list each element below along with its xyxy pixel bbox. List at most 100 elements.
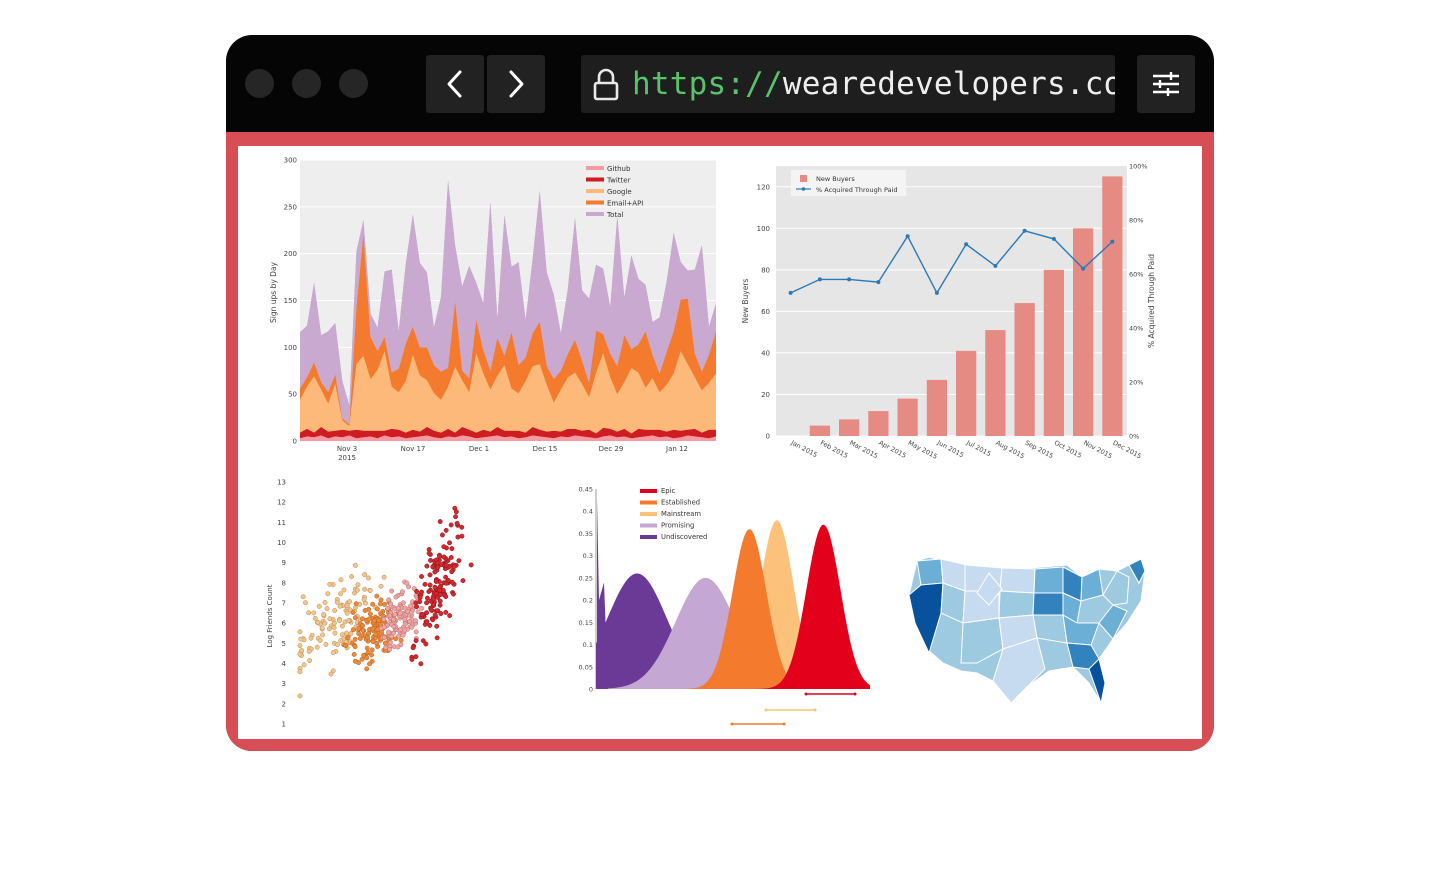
bar <box>1043 269 1064 436</box>
bar <box>1073 228 1094 436</box>
sliders-icon <box>1153 72 1179 96</box>
bar <box>809 425 830 436</box>
scatter-point <box>423 641 429 647</box>
y-tick-label: 12 <box>277 499 286 507</box>
window-close-dot[interactable] <box>245 69 274 98</box>
scatter-point <box>332 608 338 613</box>
scatter-point <box>354 587 360 593</box>
scatter-point <box>387 612 393 618</box>
scatter-point <box>443 574 449 580</box>
y2-tick-label: 60% <box>1129 271 1143 279</box>
scatter-point <box>414 588 420 594</box>
legend-label: Google <box>607 188 632 196</box>
us-choropleth-svg <box>908 556 1146 705</box>
scatter-point <box>427 572 433 578</box>
scatter-point <box>345 635 351 641</box>
scatter-point <box>449 569 455 575</box>
scatter-point <box>362 608 368 613</box>
x-tick-label: Mar 2015 <box>848 439 879 461</box>
y-tick-label: 20 <box>761 391 770 399</box>
scatter-point <box>405 608 411 614</box>
scatter-point <box>356 631 362 637</box>
back-button[interactable] <box>426 55 484 113</box>
scatter-point <box>420 638 426 644</box>
scatter-point <box>402 605 408 611</box>
scatter-point <box>409 624 415 630</box>
scatter-point <box>306 610 312 616</box>
legend-swatch <box>800 175 807 182</box>
us-choropleth-map <box>877 473 1176 739</box>
buyers-bar-svg: 120 100 80 60 40 20 0 100% 80% 60% 40% 20% 0% Jan 201… <box>741 163 1156 461</box>
legend-swatch <box>640 523 657 528</box>
range-cap <box>764 708 768 712</box>
scatter-point <box>424 619 430 625</box>
window-minimize-dot[interactable] <box>292 69 321 98</box>
url-text[interactable]: https://wearedevelopers.com/i <box>632 65 1115 103</box>
scatter-point <box>331 620 337 626</box>
scatter-point <box>367 588 373 593</box>
scatter-point <box>352 562 358 568</box>
y-tick-label: 0.1 <box>583 641 593 649</box>
legend-swatch <box>586 212 604 216</box>
scatter-point <box>439 532 445 538</box>
forward-button[interactable] <box>487 55 545 113</box>
x-tick-label: Nov 2015 <box>1082 439 1113 461</box>
scatter-point <box>432 569 438 575</box>
legend-label: Established <box>661 499 700 507</box>
x-tick-sublabel: 2015 <box>338 454 356 462</box>
y-tick-label: 0.4 <box>583 508 593 516</box>
chevron-left-icon <box>447 70 462 98</box>
scatter-point <box>424 595 430 601</box>
line-point <box>905 234 910 239</box>
scatter-point <box>399 589 405 595</box>
scatter-point <box>343 630 349 636</box>
scatter-point <box>359 656 365 662</box>
scatter-point <box>369 647 375 653</box>
x-tick-label: Aug 2015 <box>994 439 1025 461</box>
scatter-point <box>419 605 425 611</box>
scatter-point <box>397 610 403 616</box>
scatter-point <box>382 601 387 607</box>
address-bar[interactable]: https://wearedevelopers.com/i <box>581 55 1115 113</box>
scatter-point <box>367 611 373 617</box>
scatter-point <box>432 584 438 590</box>
scatter-point <box>434 635 440 641</box>
scatter-point <box>297 669 303 675</box>
scatter-point <box>443 527 449 533</box>
y-tick-label: 200 <box>284 250 297 258</box>
scatter-point <box>392 612 398 618</box>
range-cap <box>782 722 786 726</box>
legend-swatch <box>586 200 604 205</box>
scatter-point <box>308 635 314 641</box>
window-zoom-dot[interactable] <box>339 69 368 98</box>
scatter-point <box>370 601 376 607</box>
scatter-point <box>449 546 455 552</box>
scatter-point <box>451 591 456 597</box>
scatter-point <box>417 599 423 605</box>
scatter-point <box>339 632 345 638</box>
scatter-point <box>332 630 338 636</box>
map-state <box>1128 558 1146 585</box>
scatter-point <box>322 599 328 605</box>
y-tick-label: 0 <box>293 438 297 446</box>
map-state <box>999 567 1036 594</box>
area-layer-total <box>300 180 716 425</box>
x-tick-label: Apr 2015 <box>877 439 907 460</box>
scatter-point <box>385 606 391 611</box>
line-point <box>817 277 822 282</box>
scatter-point <box>370 639 376 645</box>
scatter-point <box>315 619 321 625</box>
y-tick-label: 150 <box>284 297 297 305</box>
scatter-point <box>350 627 356 633</box>
scatter-point <box>327 616 333 622</box>
map-state <box>976 572 1003 606</box>
legend-label: Undiscovered <box>661 533 707 541</box>
settings-button[interactable] <box>1137 55 1195 113</box>
scatter-point <box>297 643 303 649</box>
y-tick-label: 0.25 <box>579 574 593 582</box>
y-tick-label: 300 <box>284 157 297 165</box>
scatter-point <box>430 602 436 608</box>
x-tick-label: Dec 1 <box>469 445 489 453</box>
scatter-point <box>459 524 465 530</box>
x-tick-label: Jan 2015 <box>789 438 819 459</box>
